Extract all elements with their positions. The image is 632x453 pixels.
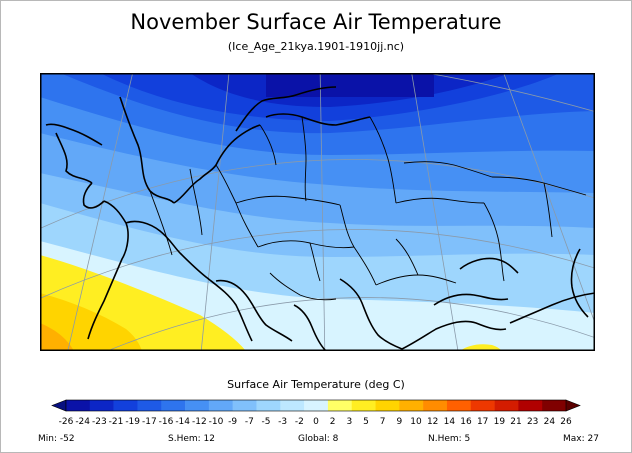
colorbar-arrow-left	[51, 399, 67, 412]
colorbar-swatch	[208, 400, 233, 411]
colorbar-tick-label: -21	[109, 417, 124, 427]
colorbar-swatch	[304, 400, 329, 411]
colorbar-swatch	[399, 400, 424, 411]
chart-subtitle: (Ice_Age_21kya.1901-1910jj.nc)	[227, 40, 405, 53]
colorbar-tick-label: 10	[410, 417, 422, 427]
band-warm-3	[40, 323, 74, 351]
coastlines	[45, 86, 595, 351]
colorbar-arrow-right	[565, 399, 581, 412]
colorbar-tick-label: 5	[363, 417, 369, 427]
colorbar-swatch	[542, 400, 567, 411]
stat-shem: S.Hem: 12	[168, 434, 215, 444]
band-warm-4	[460, 344, 502, 351]
colorbar-swatch	[232, 400, 257, 411]
colorbar-tick-label: -3	[278, 417, 287, 427]
colorbar-tick-label: -24	[75, 417, 90, 427]
colorbar-tick-label: 2	[330, 417, 336, 427]
colorbar: -26 -24 -23 -21 -19 -17 -16 -14 -12 -10 -9 -7 -5 -3 -2…	[51, 399, 581, 427]
colorbar-tick-label: 9	[396, 417, 402, 427]
colorbar-tick-label: -17	[142, 417, 157, 427]
colorbar-tick-label: 23	[527, 417, 538, 427]
colorbar-tick-label: 3	[346, 417, 352, 427]
colorbar-tick-label: -19	[125, 417, 140, 427]
colorbar-outline	[65, 399, 567, 412]
colorbar-tick-label: -23	[92, 417, 107, 427]
colorbar-tick-label: 7	[380, 417, 386, 427]
colorbar-swatch	[89, 400, 114, 411]
stat-max: Max: 27	[563, 434, 599, 444]
colorbar-tick-label: -16	[159, 417, 174, 427]
stat-nhem: N.Hem: 5	[428, 434, 471, 444]
chart-title: November Surface Air Temperature	[130, 10, 502, 34]
colorbar-tick-label: 19	[494, 417, 506, 427]
colorbar-swatch	[66, 400, 91, 411]
colorbar-swatch	[470, 400, 495, 411]
colorbar-tick-label: 16	[460, 417, 472, 427]
temperature-map	[40, 73, 595, 351]
colorbar-tick-label: 26	[560, 417, 572, 427]
colorbar-tick-label: -7	[245, 417, 254, 427]
colorbar-tick-label: 14	[444, 417, 456, 427]
stat-min: Min: -52	[38, 434, 75, 444]
band-warm-2	[40, 293, 142, 351]
colorbar-swatch	[185, 400, 210, 411]
colorbar-swatch	[161, 400, 186, 411]
colorbar-tick-label: -12	[192, 417, 207, 427]
colorbar-tick-label: 12	[427, 417, 438, 427]
colorbar-swatch	[113, 400, 138, 411]
colorbar-tick-label: -14	[175, 417, 190, 427]
colorbar-tick-label: 21	[510, 417, 521, 427]
colorbar-swatch	[494, 400, 519, 411]
map-border	[40, 73, 595, 351]
colorbar-title: Surface Air Temperature (deg C)	[227, 378, 405, 391]
stat-global: Global: 8	[298, 434, 339, 444]
colorbar-swatch	[256, 400, 281, 411]
colorbar-swatch	[518, 400, 543, 411]
colorbar-tick-label: 24	[544, 417, 556, 427]
colorbar-tick-label: -2	[295, 417, 304, 427]
colorbar-swatch	[423, 400, 448, 411]
borders	[149, 116, 587, 301]
colorbar-tick-label: 0	[313, 417, 319, 427]
colorbar-tick-label: 17	[477, 417, 488, 427]
band-cold-9	[266, 73, 434, 97]
colorbar-swatch	[327, 400, 353, 411]
colorbar-swatch	[280, 400, 305, 411]
colorbar-swatch	[446, 400, 472, 411]
colorbar-swatch	[375, 400, 400, 411]
colorbar-tick-label: -5	[262, 417, 271, 427]
colorbar-tick-label: -9	[228, 417, 237, 427]
colorbar-tick-label: -26	[59, 417, 74, 427]
colorbar-tick-label: -10	[209, 417, 224, 427]
colorbar-swatch	[137, 400, 162, 411]
colorbar-swatch	[351, 400, 376, 411]
